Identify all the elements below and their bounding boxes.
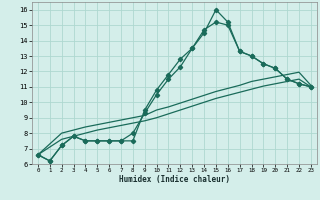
X-axis label: Humidex (Indice chaleur): Humidex (Indice chaleur) <box>119 175 230 184</box>
